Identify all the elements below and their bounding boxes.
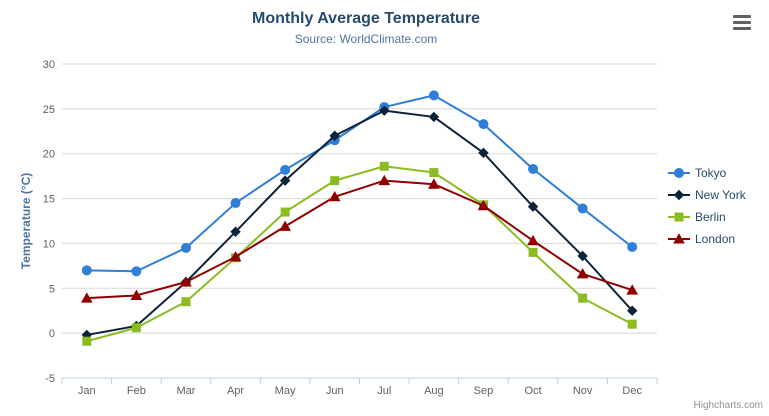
x-axis-label: Feb bbox=[127, 385, 146, 397]
point-london-may[interactable] bbox=[279, 220, 291, 231]
point-new-york-oct[interactable] bbox=[527, 201, 539, 212]
point-new-york-sep[interactable] bbox=[478, 147, 489, 159]
y-axis-title: Temperature (°C) bbox=[19, 172, 33, 270]
y-axis-label: 5 bbox=[49, 283, 55, 295]
hamburger-bar bbox=[733, 27, 751, 30]
legend-item-label: London bbox=[695, 231, 736, 246]
x-axis-label: Oct bbox=[524, 385, 541, 397]
point-tokyo-feb[interactable] bbox=[131, 266, 142, 277]
series-tokyo[interactable] bbox=[81, 90, 638, 277]
point-berlin-dec[interactable] bbox=[627, 319, 637, 329]
x-axis-label: Mar bbox=[176, 385, 195, 397]
series-tokyo-line[interactable] bbox=[85, 94, 634, 273]
point-berlin-jan[interactable] bbox=[82, 336, 92, 346]
x-axis-label: Jan bbox=[78, 385, 96, 397]
legend-item-berlin[interactable]: Berlin bbox=[668, 208, 746, 225]
point-tokyo-oct[interactable] bbox=[528, 163, 539, 174]
y-axis-label: 25 bbox=[43, 104, 55, 116]
point-new-york-jul[interactable] bbox=[379, 105, 390, 116]
point-london-dec[interactable] bbox=[626, 284, 639, 295]
y-axis-label: -5 bbox=[45, 373, 55, 385]
x-axis-label: Nov bbox=[573, 385, 593, 397]
series-london-line[interactable] bbox=[85, 179, 634, 300]
point-berlin-oct[interactable] bbox=[528, 247, 538, 257]
hamburger-bar bbox=[733, 21, 751, 24]
y-axis-label: 0 bbox=[49, 328, 55, 340]
triangle-legend-marker-icon bbox=[668, 232, 690, 243]
point-tokyo-may[interactable] bbox=[280, 164, 291, 175]
point-london-jul[interactable] bbox=[378, 174, 391, 186]
x-axis-label: Jun bbox=[326, 385, 344, 397]
point-london-feb[interactable] bbox=[130, 289, 143, 300]
point-berlin-aug[interactable] bbox=[429, 168, 439, 178]
legend-item-label: New York bbox=[695, 187, 746, 202]
point-london-nov[interactable] bbox=[576, 268, 589, 279]
point-london-oct[interactable] bbox=[527, 234, 539, 246]
legend-item-label: Tokyo bbox=[695, 165, 727, 180]
point-tokyo-apr[interactable] bbox=[230, 198, 241, 209]
series-new-york-line[interactable] bbox=[85, 109, 634, 336]
point-new-york-may[interactable] bbox=[279, 175, 291, 186]
point-berlin-jul[interactable] bbox=[379, 161, 389, 171]
credits-link[interactable]: Highcharts.com bbox=[693, 400, 763, 411]
point-tokyo-mar[interactable] bbox=[180, 242, 191, 253]
y-axis-label: 30 bbox=[43, 59, 55, 71]
legend-item-tokyo[interactable]: Tokyo bbox=[668, 164, 746, 181]
legend-item-new-york[interactable]: New York bbox=[668, 186, 746, 203]
chart-subtitle: Source: WorldClimate.com bbox=[294, 32, 438, 46]
point-new-york-dec[interactable] bbox=[627, 305, 638, 316]
circle-legend-marker-icon bbox=[668, 167, 690, 178]
point-london-mar[interactable] bbox=[180, 276, 192, 287]
x-axis-label: Aug bbox=[424, 385, 444, 397]
point-berlin-may[interactable] bbox=[280, 207, 290, 217]
chart-title: Monthly Average Temperature bbox=[252, 10, 480, 27]
point-new-york-nov[interactable] bbox=[577, 250, 588, 262]
point-new-york-jun[interactable] bbox=[329, 130, 340, 141]
legend: Tokyo New York Berlin London bbox=[668, 164, 746, 247]
point-new-york-aug[interactable] bbox=[428, 111, 440, 123]
legend-item-london[interactable]: London bbox=[668, 230, 746, 247]
point-berlin-nov[interactable] bbox=[578, 293, 588, 303]
point-tokyo-nov[interactable] bbox=[577, 203, 588, 214]
x-axis-label: Dec bbox=[622, 385, 642, 397]
point-london-sep[interactable] bbox=[477, 199, 490, 211]
point-tokyo-dec[interactable] bbox=[627, 242, 638, 253]
point-london-apr[interactable] bbox=[229, 251, 242, 262]
point-tokyo-jan[interactable] bbox=[81, 265, 92, 276]
series-berlin-line[interactable] bbox=[85, 165, 634, 343]
y-axis-label: 20 bbox=[43, 149, 55, 161]
legend-item-label: Berlin bbox=[695, 209, 726, 224]
point-london-jun[interactable] bbox=[328, 190, 341, 202]
x-axis-label: Apr bbox=[227, 385, 244, 397]
point-tokyo-sep[interactable] bbox=[478, 119, 489, 130]
point-berlin-feb[interactable] bbox=[131, 323, 141, 333]
point-berlin-mar[interactable] bbox=[181, 297, 191, 307]
series-new-york[interactable] bbox=[81, 105, 638, 341]
diamond-legend-marker-icon bbox=[668, 189, 690, 200]
x-axis-label: May bbox=[275, 385, 296, 397]
y-axis-label: 10 bbox=[43, 238, 55, 250]
series-london[interactable] bbox=[80, 174, 639, 303]
hamburger-icon[interactable] bbox=[733, 15, 751, 30]
point-london-jan[interactable] bbox=[80, 292, 93, 303]
square-legend-marker-icon bbox=[668, 212, 690, 221]
point-london-aug[interactable] bbox=[428, 178, 440, 189]
hamburger-bar bbox=[733, 15, 751, 18]
x-axis-label: Jul bbox=[377, 385, 391, 397]
point-tokyo-aug[interactable] bbox=[428, 90, 439, 101]
x-axis-label: Sep bbox=[474, 385, 494, 397]
y-axis-label: 15 bbox=[43, 194, 55, 206]
point-new-york-apr[interactable] bbox=[230, 226, 241, 237]
point-berlin-jun[interactable] bbox=[330, 176, 340, 186]
